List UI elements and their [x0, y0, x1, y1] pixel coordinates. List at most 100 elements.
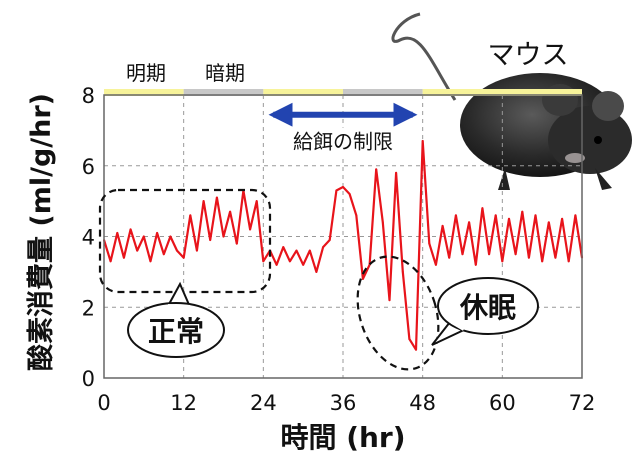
data-point: [196, 249, 198, 252]
data-point: [322, 246, 324, 249]
mouse-ear-front: [592, 91, 624, 121]
phase-segment-dark-1: [183, 89, 264, 96]
data-point: [136, 249, 139, 252]
data-point: [156, 232, 159, 234]
data-point: [255, 200, 258, 203]
data-point: [488, 253, 490, 256]
restricted-feeding-label-bg: [287, 127, 399, 156]
mouse-ear-back: [542, 84, 578, 116]
data-point: [202, 200, 205, 203]
data-point: [435, 263, 437, 266]
x-tick-label: 60: [489, 391, 516, 415]
data-point: [335, 189, 338, 192]
x-tick-label: 12: [170, 391, 197, 415]
mouse-label: マウス: [488, 40, 569, 71]
data-point: [123, 256, 125, 259]
restricted-feeding-label: 給餌の制限: [293, 130, 393, 154]
phase-segment-light-2: [263, 89, 343, 96]
data-point: [249, 228, 251, 231]
data-point: [441, 224, 444, 227]
plot-area-border: [103, 94, 583, 379]
phase-segment-dark-3: [343, 89, 423, 96]
data-point: [468, 221, 471, 224]
mouse-eye: [594, 136, 602, 144]
normal-callout-bubble: [127, 302, 225, 358]
light-phase-label: 明期: [126, 61, 166, 85]
torpor-label: 休眠: [459, 291, 516, 324]
data-point: [448, 256, 451, 259]
data-point: [574, 214, 577, 217]
y-axis-title: 酸素消費量 (ml/g/hr): [26, 93, 57, 371]
y-tick-label: 8: [82, 84, 95, 108]
data-point: [308, 249, 311, 252]
data-point: [408, 338, 411, 340]
data-point: [215, 196, 218, 199]
data-point: [481, 207, 484, 210]
x-tick-label: 36: [330, 391, 357, 415]
data-point: [355, 214, 358, 217]
data-point: [222, 235, 225, 238]
data-point: [288, 260, 291, 263]
data-point: [567, 260, 570, 263]
mouse-tail: [391, 12, 457, 101]
data-point: [275, 263, 278, 266]
normal-label: 正常: [148, 315, 204, 348]
x-tick-label: 72: [569, 391, 596, 415]
data-point: [534, 214, 537, 217]
data-point: [461, 253, 464, 256]
data-point: [142, 235, 145, 238]
data-point: [169, 235, 172, 238]
data-point: [388, 299, 391, 302]
y-tick-label: 6: [82, 155, 95, 179]
data-point: [282, 246, 285, 249]
data-point: [302, 263, 305, 266]
data-point: [129, 228, 132, 231]
torpor-callout-bubble: [437, 277, 539, 335]
y-tick-label: 0: [82, 367, 95, 391]
data-point: [501, 260, 504, 263]
data-point: [348, 193, 351, 195]
data-point: [381, 221, 384, 224]
mouse-front-leg: [498, 168, 510, 190]
data-point: [554, 256, 557, 259]
data-point: [508, 217, 510, 220]
data-point: [315, 270, 318, 273]
data-point: [149, 260, 152, 263]
mouse-hind-leg: [595, 168, 612, 190]
data-point: [262, 260, 265, 263]
data-point: [295, 249, 298, 252]
light-dark-bar: [104, 89, 582, 96]
data-point: [229, 210, 232, 213]
data-point: [421, 140, 424, 142]
data-point: [561, 217, 563, 220]
data-point: [454, 214, 457, 217]
data-point: [109, 260, 112, 263]
y-tick-label: 4: [82, 226, 95, 250]
normal-region-box: [98, 188, 272, 294]
x-axis-title: 時間 (hr): [280, 421, 405, 454]
data-point: [474, 263, 477, 266]
data-point: [401, 270, 404, 273]
data-point: [514, 253, 517, 256]
y-tick-label: 2: [82, 296, 95, 320]
mouse-cheek: [565, 153, 585, 163]
x-tick-label: 24: [250, 391, 277, 415]
data-point: [547, 221, 550, 224]
data-point: [209, 239, 212, 241]
data-point: [527, 256, 530, 259]
data-point: [116, 232, 119, 234]
data-point: [189, 214, 192, 217]
dark-phase-label: 暗期: [205, 61, 245, 85]
data-point: [342, 186, 344, 188]
phase-segment-light-4: [422, 89, 582, 96]
torpor-region-ellipse: [356, 255, 440, 371]
data-point: [415, 348, 417, 351]
data-point: [428, 242, 431, 245]
data-point: [162, 253, 165, 256]
data-point: [176, 249, 178, 252]
data-point: [235, 242, 238, 245]
data-point: [182, 256, 185, 259]
